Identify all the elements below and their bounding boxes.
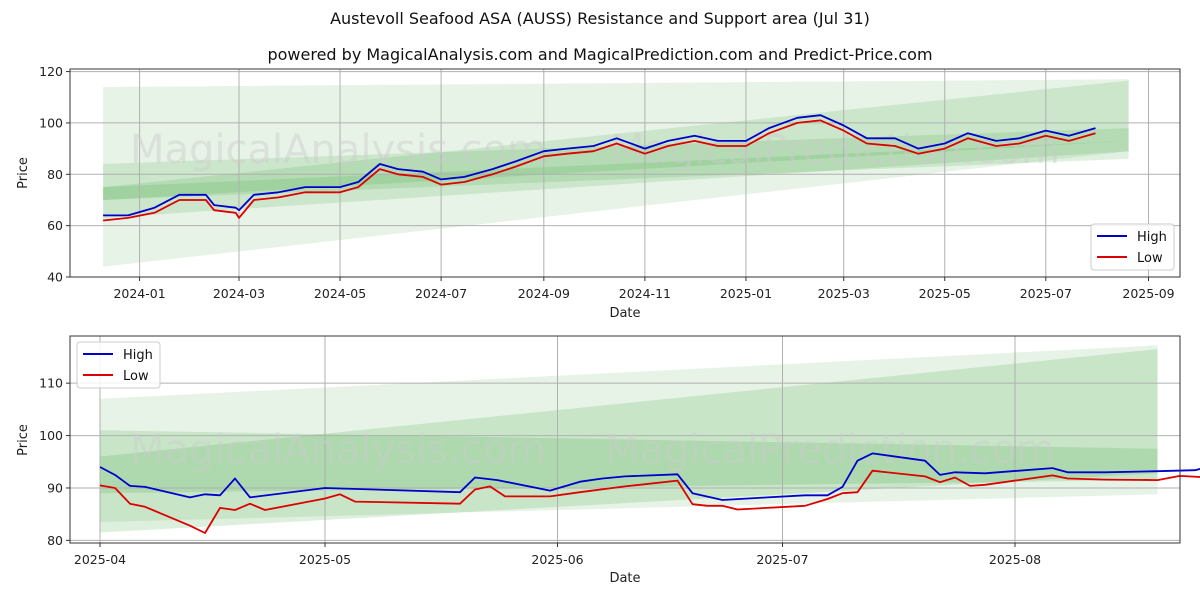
support-resistance-band	[103, 79, 1129, 267]
top-band-layer	[103, 79, 1129, 267]
x-tick-label: 2025-03	[818, 286, 870, 301]
bottom-legend: High Low	[76, 341, 161, 389]
watermark-prediction: MagicalPrediction.com	[610, 127, 1060, 173]
top-y-axis-label: Price	[16, 157, 31, 189]
figure-title: Austevoll Seafood ASA (AUSS) Resistance …	[330, 9, 870, 28]
y-tick-label: 110	[39, 376, 63, 391]
x-tick-label: 2025-09	[1122, 286, 1174, 301]
top-series-lines	[103, 114, 1096, 222]
bottom-tick-labels: 2025-04 2025-05 2025-06 2025-07 2025-08 80 90 1…	[39, 376, 1041, 567]
y-tick-label: 40	[47, 270, 63, 285]
y-tick-label: 100	[39, 115, 63, 130]
y-tick-label: 120	[39, 64, 63, 79]
x-tick-label: 2025-07	[756, 552, 808, 567]
bottom-legend-low-label: Low	[123, 369, 149, 384]
top-tick-labels: 2024-01 2024-03 2024-05 2024-07 2024-09 2024-…	[39, 64, 1175, 301]
y-tick-label: 100	[39, 428, 63, 443]
top-grid	[70, 69, 1180, 278]
x-tick-label: 2024-11	[619, 286, 671, 301]
bottom-grid	[70, 336, 1180, 543]
x-tick-label: 2024-05	[314, 286, 366, 301]
x-tick-label: 2025-01	[720, 286, 772, 301]
watermark-analysis: MagicalAnalysis.com	[130, 127, 546, 173]
low-price-line	[103, 119, 1096, 222]
figure-subtitle: powered by MagicalAnalysis.com and Magic…	[267, 45, 933, 64]
x-tick-label: 2025-08	[989, 552, 1041, 567]
top-legend-low-label: Low	[1137, 251, 1163, 266]
support-resistance-band	[103, 128, 1129, 218]
x-tick-label: 2025-06	[531, 552, 583, 567]
bottom-chart-panel: MagicalAnalysis.com MagicalPrediction.co…	[16, 335, 1200, 586]
x-tick-label: 2025-04	[74, 552, 126, 567]
bottom-x-axis-label: Date	[609, 571, 640, 586]
top-legend: High Low	[1090, 223, 1175, 271]
y-tick-label: 80	[47, 533, 63, 548]
support-resistance-band	[100, 345, 1158, 522]
x-tick-label: 2025-07	[1020, 286, 1072, 301]
watermark-analysis-bottom: MagicalAnalysis.com	[130, 427, 546, 473]
watermark-prediction-bottom: MagicalPrediction.com	[605, 427, 1055, 473]
x-tick-label: 2025-05	[919, 286, 971, 301]
top-x-axis-label: Date	[609, 306, 640, 321]
x-tick-label: 2024-03	[213, 286, 265, 301]
support-resistance-band	[103, 80, 1129, 200]
bottom-legend-high-label: High	[123, 348, 153, 363]
x-tick-label: 2025-05	[299, 552, 351, 567]
x-tick-label: 2024-07	[415, 286, 467, 301]
low-price-line	[99, 469, 1200, 534]
x-tick-label: 2024-09	[518, 286, 570, 301]
top-chart-panel: MagicalAnalysis.com MagicalPrediction.co…	[16, 64, 1181, 321]
bottom-series-lines	[99, 452, 1200, 534]
y-tick-label: 60	[47, 218, 63, 233]
high-price-line	[99, 452, 1200, 501]
y-tick-label: 80	[47, 167, 63, 182]
top-legend-high-label: High	[1137, 230, 1167, 245]
y-tick-label: 90	[47, 480, 63, 495]
bottom-axes-frame	[69, 335, 1181, 544]
high-price-line	[103, 114, 1096, 217]
top-axes-frame	[69, 68, 1181, 278]
x-tick-label: 2024-01	[113, 286, 165, 301]
bottom-y-axis-label: Price	[16, 424, 31, 456]
